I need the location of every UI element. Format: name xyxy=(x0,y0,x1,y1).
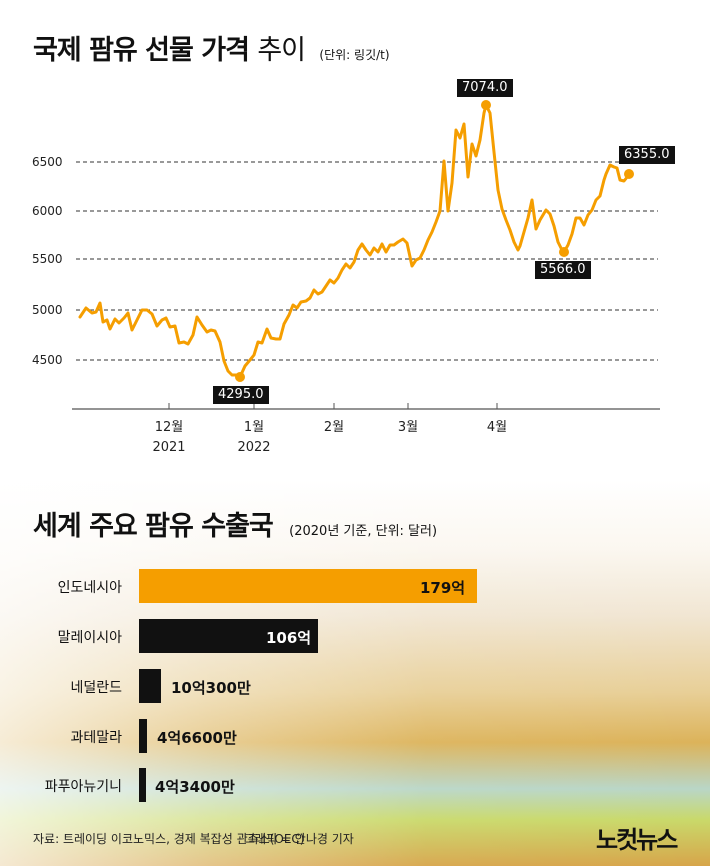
bar-netherlands xyxy=(139,669,161,703)
bar-guatemala xyxy=(139,719,147,753)
bar-row-malaysia: 말레이시아 106억 xyxy=(0,619,710,655)
bar-label: 인도네시아 xyxy=(57,580,122,596)
chart-title-light: 추이 xyxy=(257,35,306,66)
callout-min: 4295.0 xyxy=(213,386,269,404)
x-tick-month: 2월 xyxy=(323,420,345,435)
bar-label: 과테말라 xyxy=(70,730,122,746)
bar-papua-new-guinea xyxy=(139,768,146,802)
callout-low-apr: 5566.0 xyxy=(535,261,591,279)
chart-unit: (단위: 링깃/t) xyxy=(319,48,390,62)
x-tick-apr: 4월 xyxy=(467,418,527,438)
y-tick-6500: 6500 xyxy=(32,155,63,169)
nocut-news-logo: 노컷뉴스 xyxy=(596,826,678,854)
callout-last: 6355.0 xyxy=(619,146,675,164)
bar-value: 179억 xyxy=(420,579,466,597)
gridlines xyxy=(76,161,658,361)
section2-title: 세계 주요 팜유 수출국 (2020년 기준, 단위: 달러) xyxy=(33,504,437,543)
bar-label: 말레이시아 xyxy=(57,630,122,646)
bar-label: 네덜란드 xyxy=(70,680,122,696)
x-tick-year: 2022 xyxy=(237,440,271,455)
last-point-marker xyxy=(624,169,634,179)
chart-title: 국제 팜유 선물 가격 추이 (단위: 링깃/t) xyxy=(33,28,390,67)
x-tick-jan: 1월 2022 xyxy=(224,418,284,458)
bar-value: 10억300만 xyxy=(171,679,251,697)
x-tick-month: 3월 xyxy=(397,420,419,435)
bar-value: 4억3400만 xyxy=(155,778,235,796)
max-point-marker xyxy=(481,100,491,110)
min-point-marker xyxy=(235,372,245,382)
bar-indonesia xyxy=(139,569,477,603)
line-chart: 6500 6000 5500 5000 4500 12월 2021 1월 202… xyxy=(32,79,675,458)
bar-row-guatemala: 과테말라 4억6600만 xyxy=(0,719,710,755)
y-tick-5000: 5000 xyxy=(32,303,63,317)
section2-title-text: 세계 주요 팜유 수출국 xyxy=(33,511,274,542)
source-text: 자료: 트레이딩 이코노믹스, 경제 복잡성 관측소(OEC) xyxy=(33,832,305,846)
background-photo xyxy=(0,480,710,866)
y-tick-4500: 4500 xyxy=(32,353,63,367)
callout-max: 7074.0 xyxy=(457,79,513,97)
low-apr-point-marker xyxy=(559,247,569,257)
chart-title-bold: 국제 팜유 선물 가격 xyxy=(33,35,250,66)
bar-row-papua-new-guinea: 파푸아뉴기니 4억3400만 xyxy=(0,768,710,804)
x-tick-year: 2021 xyxy=(152,440,186,455)
x-tick-month: 12월 xyxy=(154,420,184,435)
bar-malaysia xyxy=(139,619,318,653)
x-tick-month: 1월 xyxy=(243,420,265,435)
bar-row-indonesia: 인도네시아 179억 xyxy=(0,569,710,605)
section2-unit: (2020년 기준, 단위: 달러) xyxy=(289,524,438,539)
x-tick-dec: 12월 2021 xyxy=(139,418,199,458)
x-ticks xyxy=(168,403,498,409)
bar-value: 4억6600만 xyxy=(157,729,237,747)
line-chart-svg xyxy=(72,100,660,410)
y-tick-5500: 5500 xyxy=(32,252,63,266)
x-tick-mar: 3월 xyxy=(378,418,438,438)
bar-row-netherlands: 네덜란드 10억300만 xyxy=(0,669,710,705)
x-tick-month: 4월 xyxy=(486,420,508,435)
price-line xyxy=(78,103,631,379)
bar-label: 파푸아뉴기니 xyxy=(44,779,122,795)
x-tick-feb: 2월 xyxy=(304,418,364,438)
credit-text: 그래픽 = 안나경 기자 xyxy=(244,832,354,846)
y-tick-6000: 6000 xyxy=(32,204,63,218)
bar-value: 106억 xyxy=(266,629,312,647)
